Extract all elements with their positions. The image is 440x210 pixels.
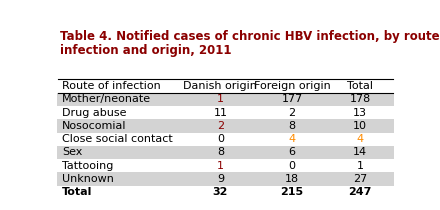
Text: Danish origin: Danish origin bbox=[183, 81, 257, 91]
Text: 18: 18 bbox=[285, 174, 299, 184]
FancyBboxPatch shape bbox=[57, 159, 394, 172]
Text: Total: Total bbox=[347, 81, 373, 91]
Text: 0: 0 bbox=[217, 134, 224, 144]
Text: Unknown: Unknown bbox=[62, 174, 114, 184]
Text: Table 4. Notified cases of chronic HBV infection, by route of: Table 4. Notified cases of chronic HBV i… bbox=[60, 30, 440, 43]
Text: 13: 13 bbox=[353, 108, 367, 118]
Text: 9: 9 bbox=[217, 174, 224, 184]
Text: 2: 2 bbox=[217, 121, 224, 131]
FancyBboxPatch shape bbox=[57, 133, 394, 146]
Text: 4: 4 bbox=[289, 134, 296, 144]
Text: Total: Total bbox=[62, 187, 92, 197]
Text: 247: 247 bbox=[348, 187, 372, 197]
FancyBboxPatch shape bbox=[57, 146, 394, 159]
Text: Tattooing: Tattooing bbox=[62, 161, 113, 171]
Text: 8: 8 bbox=[217, 147, 224, 158]
FancyBboxPatch shape bbox=[57, 172, 394, 186]
Text: 14: 14 bbox=[353, 147, 367, 158]
Text: Close social contact: Close social contact bbox=[62, 134, 172, 144]
FancyBboxPatch shape bbox=[57, 93, 394, 106]
Text: Sex: Sex bbox=[62, 147, 82, 158]
Text: 10: 10 bbox=[353, 121, 367, 131]
Text: Mother/neonate: Mother/neonate bbox=[62, 94, 151, 104]
Text: 1: 1 bbox=[357, 161, 364, 171]
Text: 177: 177 bbox=[281, 94, 303, 104]
Text: Foreign origin: Foreign origin bbox=[253, 81, 330, 91]
Text: 0: 0 bbox=[289, 161, 296, 171]
Text: 2: 2 bbox=[289, 108, 296, 118]
Text: 1: 1 bbox=[217, 94, 224, 104]
FancyBboxPatch shape bbox=[57, 106, 394, 119]
Text: 8: 8 bbox=[289, 121, 296, 131]
Text: 6: 6 bbox=[289, 147, 296, 158]
Text: 27: 27 bbox=[353, 174, 367, 184]
Text: Nosocomial: Nosocomial bbox=[62, 121, 126, 131]
Text: 32: 32 bbox=[213, 187, 228, 197]
Text: 4: 4 bbox=[357, 134, 364, 144]
FancyBboxPatch shape bbox=[57, 119, 394, 133]
Text: 178: 178 bbox=[349, 94, 371, 104]
Text: infection and origin, 2011: infection and origin, 2011 bbox=[60, 44, 231, 57]
FancyBboxPatch shape bbox=[57, 186, 394, 199]
Text: 1: 1 bbox=[217, 161, 224, 171]
Text: Drug abuse: Drug abuse bbox=[62, 108, 126, 118]
Text: Route of infection: Route of infection bbox=[62, 81, 161, 91]
Text: 11: 11 bbox=[213, 108, 227, 118]
Text: 215: 215 bbox=[280, 187, 304, 197]
